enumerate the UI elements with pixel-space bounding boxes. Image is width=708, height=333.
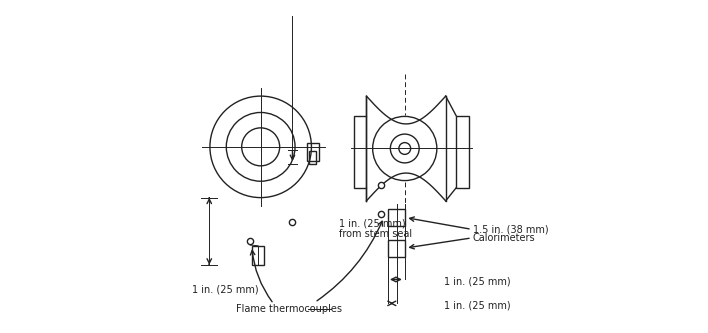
- Text: Calorimeters: Calorimeters: [472, 233, 535, 243]
- Bar: [252, 246, 264, 265]
- Text: 1 in. (25 mm): 1 in. (25 mm): [444, 277, 510, 287]
- Bar: [309, 152, 316, 164]
- Text: 1 in. (25 mm): 1 in. (25 mm): [192, 284, 258, 294]
- Bar: [354, 116, 367, 188]
- Text: 1.5 in. (38 mm): 1.5 in. (38 mm): [472, 224, 548, 234]
- Bar: [456, 116, 469, 188]
- Bar: [388, 209, 405, 226]
- Bar: [388, 239, 405, 256]
- Text: 1 in. (25 mm): 1 in. (25 mm): [444, 301, 510, 311]
- Text: 1 in. (25 mm): 1 in. (25 mm): [339, 219, 406, 229]
- Text: from stem seal: from stem seal: [339, 229, 412, 239]
- Text: Flame thermocouples: Flame thermocouples: [236, 304, 341, 314]
- Bar: [307, 143, 319, 161]
